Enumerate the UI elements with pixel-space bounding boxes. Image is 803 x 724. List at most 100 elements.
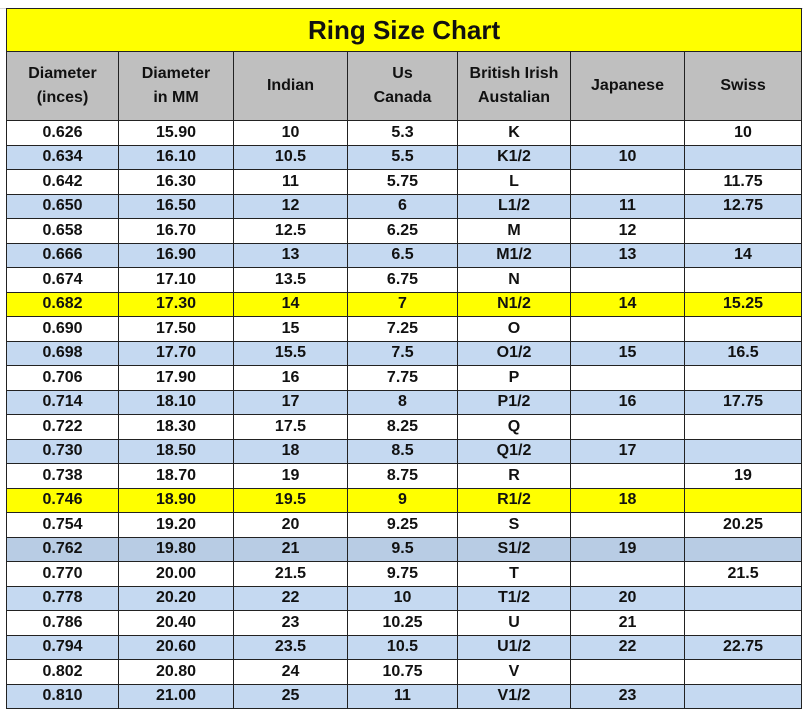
cell-indian: 19.5 (233, 487, 348, 513)
cell-indian: 19 (233, 463, 348, 489)
cell-indian: 17.5 (233, 414, 348, 440)
ring-size-table: Ring Size Chart Diameter (inces) Diameter… (5, 8, 803, 709)
cell-british-irish-australian: S1/2 (457, 536, 571, 562)
table-row: 0.642 16.30 11 5.75 L 11.75 (6, 169, 803, 195)
cell-diameter-inches: 0.682 (6, 291, 119, 317)
cell-british-irish-australian: P1/2 (457, 389, 571, 415)
cell-british-irish-australian: O (457, 316, 571, 342)
cell-japanese: 11 (570, 193, 685, 219)
column-header-us-canada: Us Canada (347, 51, 458, 121)
cell-swiss: 22.75 (683, 634, 803, 660)
cell-us-canada: 8 (347, 389, 458, 415)
table-row: 0.802 20.80 24 10.75 V (6, 659, 803, 685)
cell-japanese (570, 414, 685, 440)
cell-japanese: 16 (570, 389, 685, 415)
cell-swiss: 19 (683, 463, 803, 489)
cell-indian: 13.5 (233, 267, 348, 293)
cell-us-canada: 7.25 (347, 316, 458, 342)
cell-swiss: 14 (683, 242, 803, 268)
cell-us-canada: 9.5 (347, 536, 458, 562)
table-row: 0.754 19.20 20 9.25 S 20.25 (6, 512, 803, 538)
cell-diameter-inches: 0.658 (6, 218, 119, 244)
cell-indian: 24 (233, 659, 348, 685)
cell-diameter-mm: 20.00 (118, 561, 234, 587)
table-row: 0.658 16.70 12.5 6.25 M 12 (6, 218, 803, 244)
table-row: 0.794 20.60 23.5 10.5 U1/2 22 22.75 (6, 634, 803, 660)
cell-swiss (683, 536, 803, 562)
cell-diameter-inches: 0.666 (6, 242, 119, 268)
table-row: 0.778 20.20 22 10 T1/2 20 (6, 585, 803, 611)
cell-us-canada: 6.5 (347, 242, 458, 268)
cell-japanese: 19 (570, 536, 685, 562)
cell-swiss (683, 683, 803, 709)
cell-diameter-inches: 0.730 (6, 438, 119, 464)
cell-british-irish-australian: M (457, 218, 571, 244)
cell-diameter-mm: 18.30 (118, 414, 234, 440)
cell-us-canada: 8.5 (347, 438, 458, 464)
cell-british-irish-australian: L (457, 169, 571, 195)
cell-diameter-mm: 18.70 (118, 463, 234, 489)
cell-japanese: 14 (570, 291, 685, 317)
cell-indian: 11 (233, 169, 348, 195)
cell-indian: 10.5 (233, 144, 348, 170)
cell-diameter-mm: 17.50 (118, 316, 234, 342)
cell-indian: 21.5 (233, 561, 348, 587)
cell-japanese: 20 (570, 585, 685, 611)
cell-us-canada: 6.25 (347, 218, 458, 244)
cell-indian: 15 (233, 316, 348, 342)
table-row: 0.674 17.10 13.5 6.75 N (6, 267, 803, 293)
cell-us-canada: 8.25 (347, 414, 458, 440)
cell-swiss: 20.25 (683, 512, 803, 538)
cell-diameter-mm: 18.10 (118, 389, 234, 415)
table-row: 0.730 18.50 18 8.5 Q1/2 17 (6, 438, 803, 464)
cell-us-canada: 9 (347, 487, 458, 513)
cell-us-canada: 5.75 (347, 169, 458, 195)
cell-indian: 16 (233, 365, 348, 391)
cell-diameter-mm: 16.30 (118, 169, 234, 195)
cell-japanese (570, 120, 685, 146)
cell-swiss: 10 (683, 120, 803, 146)
cell-british-irish-australian: U1/2 (457, 634, 571, 660)
cell-us-canada: 11 (347, 683, 458, 709)
column-header-japanese: Japanese (570, 51, 685, 121)
cell-indian: 12 (233, 193, 348, 219)
cell-british-irish-australian: P (457, 365, 571, 391)
table-row: 0.810 21.00 25 11 V1/2 23 (6, 683, 803, 709)
table-row: 0.714 18.10 17 8 P1/2 16 17.75 (6, 389, 803, 415)
cell-japanese: 21 (570, 610, 685, 636)
cell-us-canada: 10.75 (347, 659, 458, 685)
cell-indian: 15.5 (233, 340, 348, 366)
cell-diameter-mm: 16.70 (118, 218, 234, 244)
table-row: 0.762 19.80 21 9.5 S1/2 19 (6, 536, 803, 562)
cell-swiss (683, 487, 803, 513)
cell-us-canada: 10.25 (347, 610, 458, 636)
cell-diameter-mm: 19.20 (118, 512, 234, 538)
table-row: 0.786 20.40 23 10.25 U 21 (6, 610, 803, 636)
column-header-indian: Indian (233, 51, 348, 121)
cell-japanese: 23 (570, 683, 685, 709)
cell-indian: 10 (233, 120, 348, 146)
cell-us-canada: 7.75 (347, 365, 458, 391)
cell-british-irish-australian: Q (457, 414, 571, 440)
cell-diameter-inches: 0.698 (6, 340, 119, 366)
cell-swiss: 11.75 (683, 169, 803, 195)
cell-british-irish-australian: V (457, 659, 571, 685)
cell-diameter-mm: 17.90 (118, 365, 234, 391)
cell-indian: 13 (233, 242, 348, 268)
cell-british-irish-australian: L1/2 (457, 193, 571, 219)
cell-us-canada: 10 (347, 585, 458, 611)
cell-us-canada: 9.25 (347, 512, 458, 538)
cell-british-irish-australian: N (457, 267, 571, 293)
cell-japanese: 22 (570, 634, 685, 660)
cell-british-irish-australian: T (457, 561, 571, 587)
cell-japanese: 18 (570, 487, 685, 513)
cell-diameter-inches: 0.786 (6, 610, 119, 636)
cell-japanese: 12 (570, 218, 685, 244)
cell-diameter-mm: 18.50 (118, 438, 234, 464)
cell-diameter-mm: 16.10 (118, 144, 234, 170)
cell-japanese (570, 463, 685, 489)
cell-us-canada: 7 (347, 291, 458, 317)
cell-us-canada: 5.5 (347, 144, 458, 170)
cell-diameter-inches: 0.714 (6, 389, 119, 415)
cell-indian: 23.5 (233, 634, 348, 660)
